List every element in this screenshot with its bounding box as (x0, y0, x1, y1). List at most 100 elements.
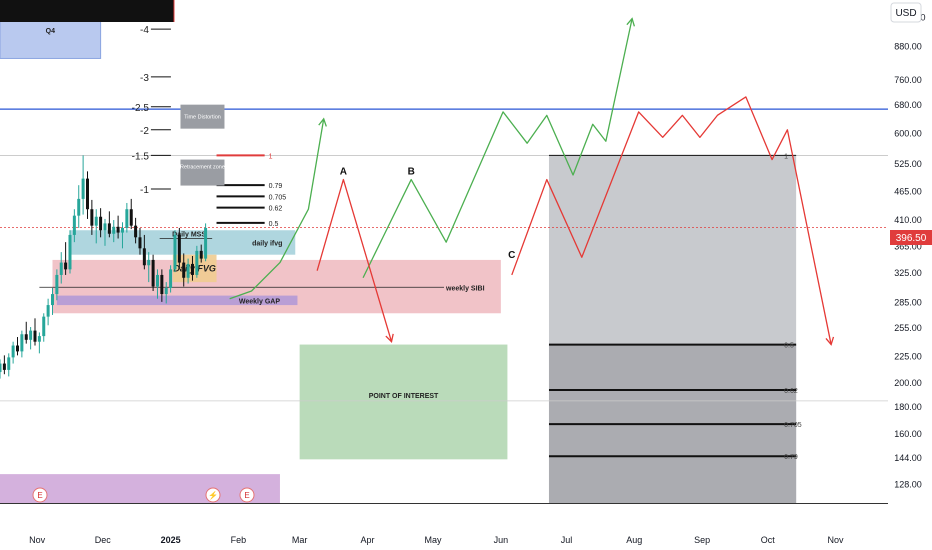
candle-body (50, 294, 54, 306)
candle-body (142, 248, 146, 266)
price-tick-label: 144.00 (894, 453, 922, 463)
wave-label: C (508, 250, 515, 261)
candle-body (112, 226, 116, 234)
candle-body (173, 234, 177, 270)
price-tick-label: 525.00 (894, 159, 922, 169)
candle-body (147, 259, 151, 266)
candle-body (42, 316, 46, 337)
fib-right-label: 0.5 (784, 343, 794, 350)
green-curve-arrowhead (318, 117, 327, 127)
time-tick-label: Jul (561, 535, 573, 545)
green-wave (362, 18, 633, 279)
price-tick-label: 880.00 (894, 42, 922, 52)
price-tick-label: 680.00 (894, 100, 922, 110)
level-label: Daily MSS (172, 232, 206, 239)
time-fib-label: -2 (140, 126, 149, 137)
candle-body (37, 336, 41, 342)
fib-left-label: 1 (269, 153, 273, 160)
candle-body (120, 227, 124, 233)
candle-body (68, 234, 72, 270)
price-tick-label: 180.00 (894, 402, 922, 412)
price-tick-label: 465.00 (894, 186, 922, 196)
time-tick-label: Jun (494, 535, 509, 545)
range-box-5 (299, 344, 508, 460)
candle-body (169, 269, 173, 289)
candle-body (103, 223, 107, 231)
chart-labels: A B C Time Distortion Retracement zone (180, 104, 517, 261)
candle-body (46, 305, 50, 317)
time-tick-label: Nov (827, 535, 844, 545)
time-tick-label: Dec (95, 535, 112, 545)
candle-body (15, 345, 19, 352)
fib-left-label: 0.5 (269, 221, 279, 228)
candle-body (81, 178, 85, 199)
price-tick-label: 255.00 (894, 323, 922, 333)
time-axis[interactable]: Nov Dec 2025 Feb Mar Apr May Jun Jul Aug Sep Oct Nov (29, 535, 844, 545)
green-curve (229, 118, 325, 300)
currency-button[interactable]: USD (890, 2, 922, 23)
candle-body (116, 226, 120, 233)
time-fib-label: -2.5 (132, 103, 150, 114)
event-marker-icon (32, 487, 48, 503)
candle-body (107, 223, 111, 234)
candle-body (33, 330, 37, 342)
currency-label: USD (895, 8, 916, 19)
candle-body (182, 262, 186, 278)
candle-body (160, 274, 164, 295)
price-tick-label: 200.00 (894, 378, 922, 388)
price-tick-label: 160.00 (894, 429, 922, 439)
candle-body (164, 288, 168, 295)
last-price-badge: 396.50 (890, 230, 932, 245)
candle-body (64, 262, 68, 270)
candle-body (11, 345, 15, 358)
green-wave-arrowhead (626, 17, 636, 27)
range-label: Q4 (46, 28, 55, 35)
candle-body (7, 357, 11, 370)
red-wave-a (316, 178, 393, 342)
candle-body (151, 259, 155, 287)
wave-label: B (408, 167, 415, 178)
time-tick-label: Apr (360, 535, 374, 545)
tag-label: Time Distortion (184, 115, 221, 121)
time-tick-label: May (425, 535, 443, 545)
range-label: Weekly GAP (239, 298, 280, 305)
time-tick-label: Mar (292, 535, 308, 545)
event-marker-glyph: E (244, 491, 249, 500)
fib-left-label: 0.79 (269, 183, 283, 190)
fib-left-label: 0.62 (269, 206, 283, 213)
time-fib-label: -4 (140, 25, 149, 36)
wave-label-bg (338, 164, 349, 177)
price-tick-label: 325.00 (894, 268, 922, 278)
candle-body (94, 216, 98, 226)
time-tick-label: Oct (761, 535, 776, 545)
event-marker-icon (205, 487, 221, 503)
red-wave-c-arrowhead (825, 336, 835, 346)
price-tick-label: 410.00 (894, 215, 922, 225)
candle-body (77, 198, 81, 216)
time-tick-label: Nov (29, 535, 46, 545)
candle-body (129, 209, 133, 226)
black-header-box (0, 0, 174, 22)
wave-label: A (340, 167, 347, 178)
range-label: Daily FVG (173, 263, 216, 273)
event-marker-icon (239, 487, 255, 503)
level-label: weekly SIBI (445, 285, 485, 292)
candle-body (20, 334, 24, 352)
candle-body (99, 216, 103, 231)
candles (0, 155, 208, 379)
price-tick-label: 760.00 (894, 75, 922, 85)
projection-paths (229, 17, 835, 346)
time-fib-label: -1 (140, 185, 149, 196)
fib-right-label: 1 (784, 153, 788, 160)
range-box-1 (69, 230, 296, 255)
price-tick-label: 225.00 (894, 351, 922, 361)
range-label: POINT OF INTEREST (369, 393, 439, 400)
tag-box (180, 159, 225, 186)
candle-body (138, 237, 142, 249)
event-markers[interactable]: E ⚡ E (32, 487, 255, 503)
time-tick-label: Feb (231, 535, 247, 545)
price-tick-label: 128.00 (894, 480, 922, 490)
candle-body (125, 209, 129, 228)
range-label: daily ifvg (252, 240, 282, 247)
